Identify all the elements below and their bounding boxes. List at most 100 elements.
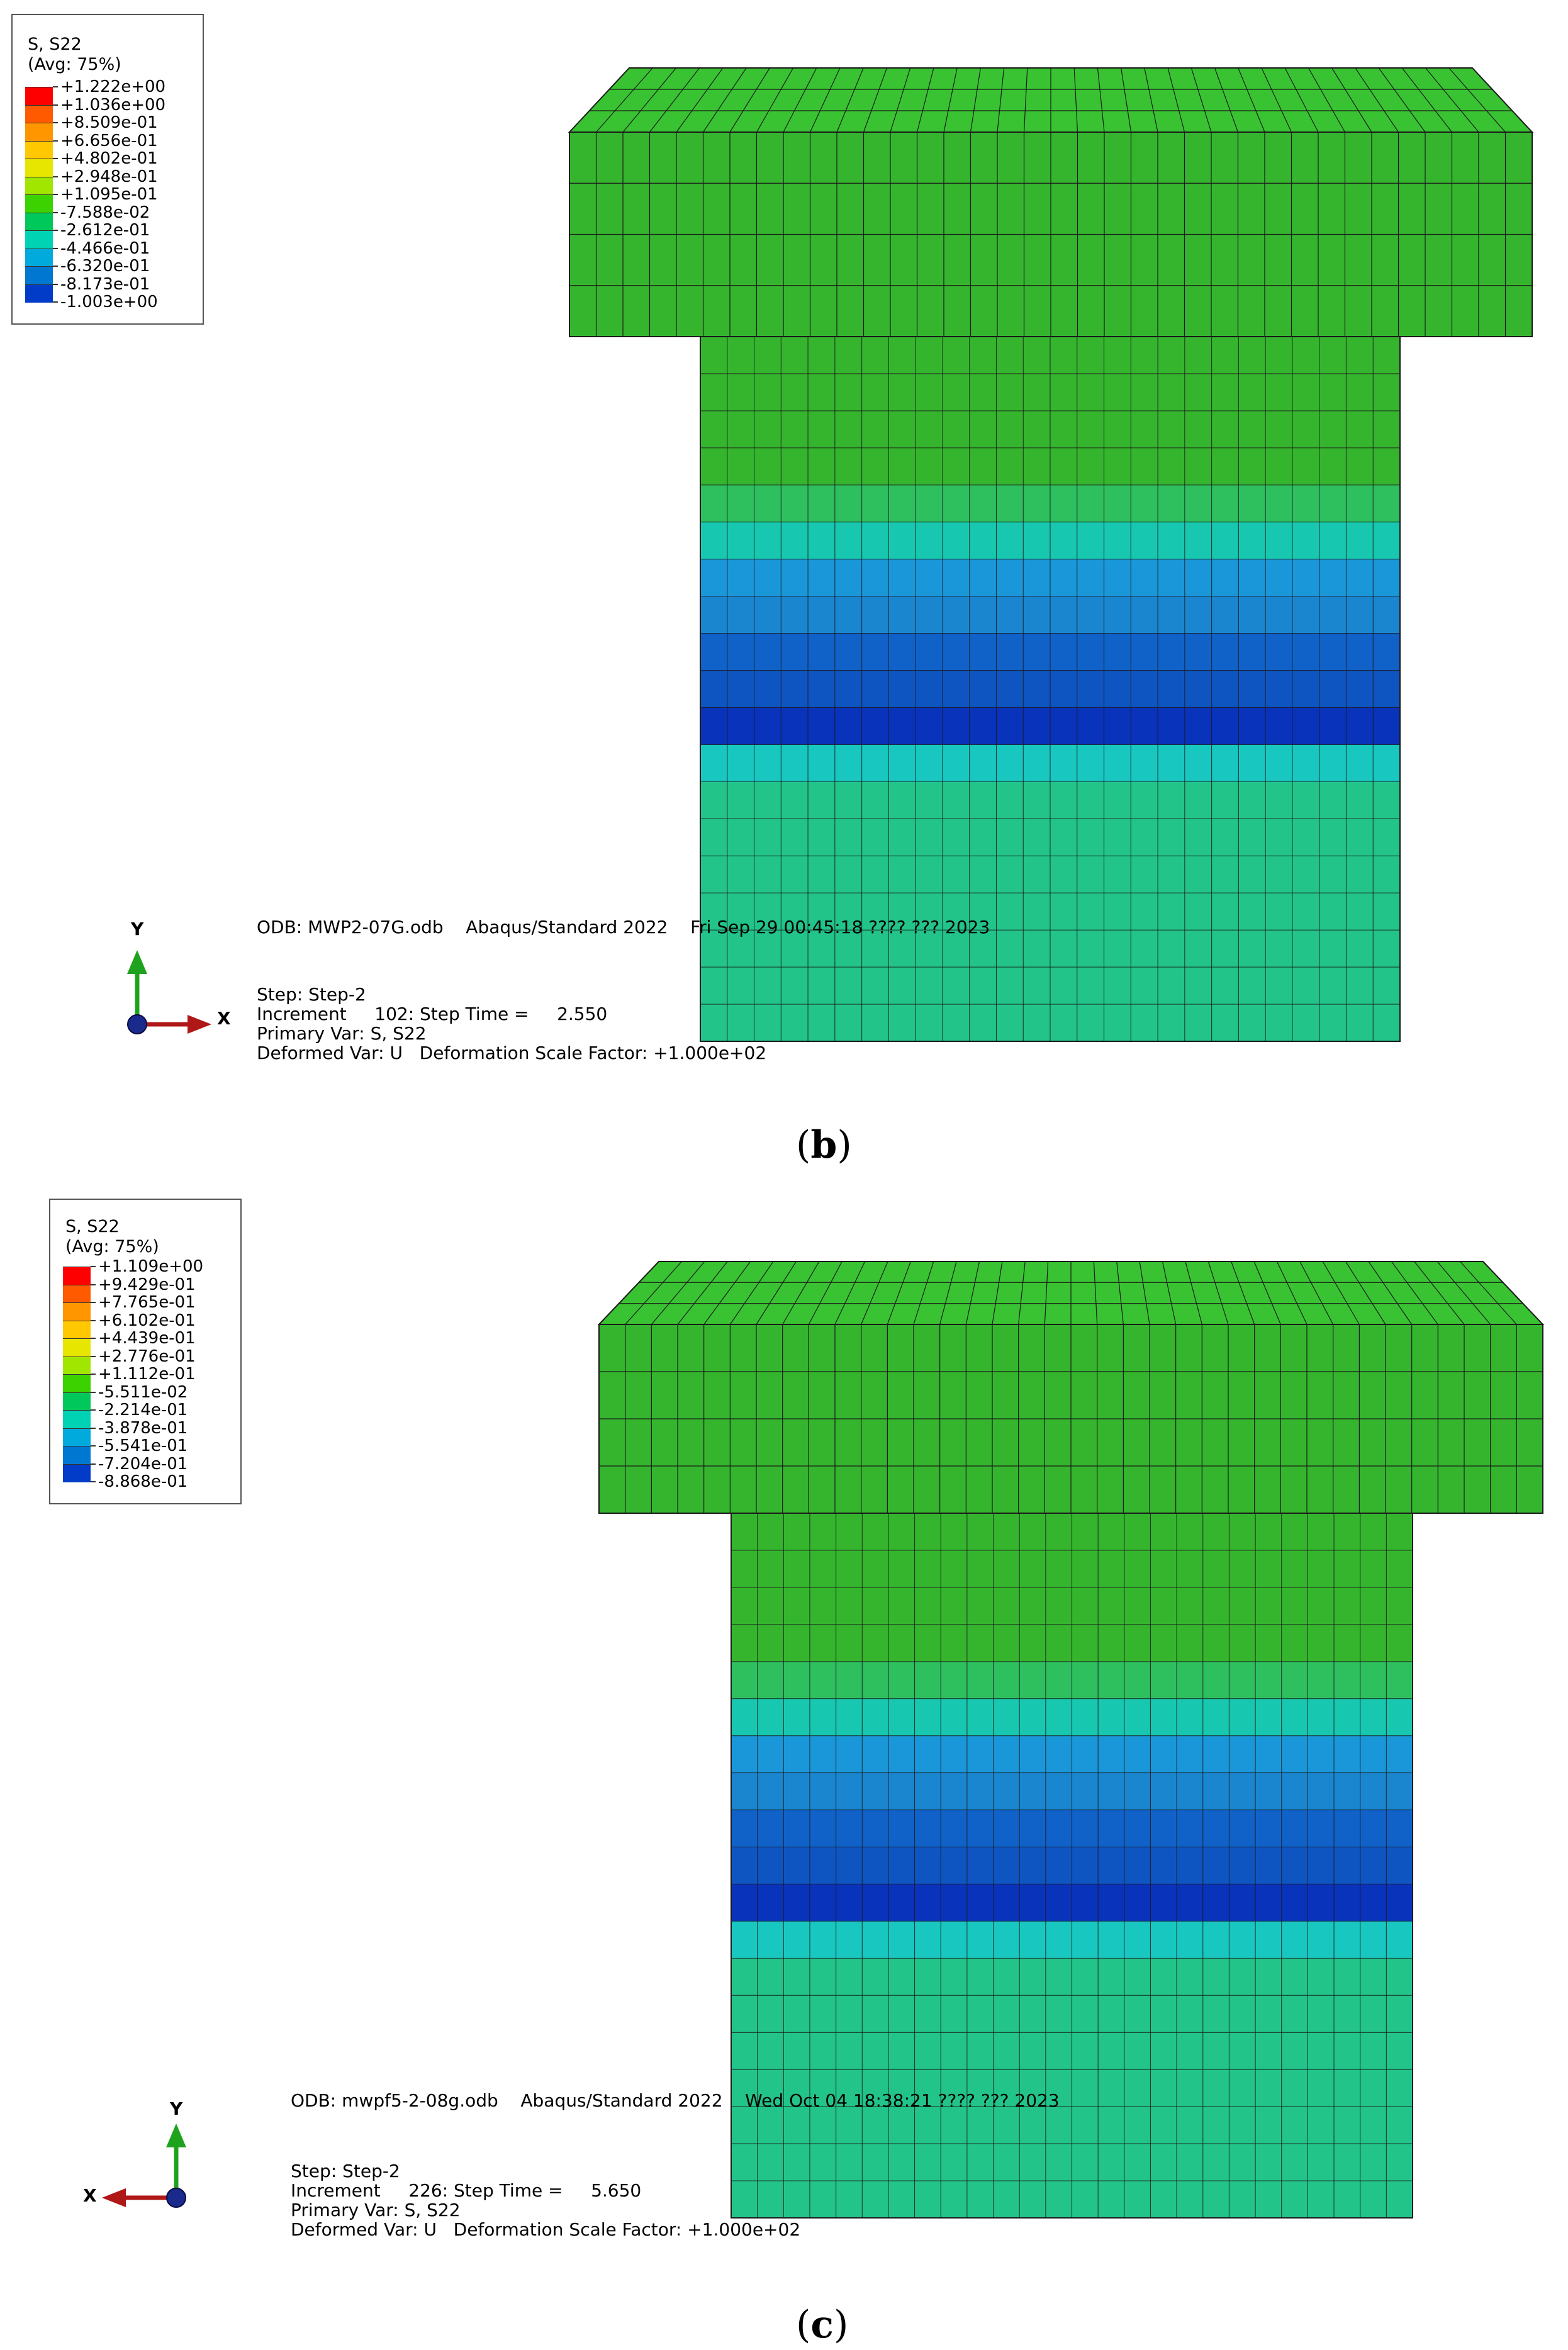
legend-swatch xyxy=(25,104,53,123)
mesh-line xyxy=(1121,67,1132,133)
legend-tick xyxy=(53,104,58,106)
legend-value-label: +1.222e+00 xyxy=(60,77,166,96)
mesh-line xyxy=(834,1261,866,1325)
legend-tick xyxy=(53,86,58,87)
mesh-line xyxy=(1414,1261,1465,1325)
mesh-line xyxy=(965,1261,980,1325)
legend-swatch xyxy=(63,1320,91,1339)
fe-model-c xyxy=(102,1261,1545,2219)
legend-swatch xyxy=(63,1267,91,1285)
legend-swatch xyxy=(63,1302,91,1321)
mesh-line xyxy=(783,67,817,133)
mesh-line xyxy=(596,67,653,133)
legend-swatch xyxy=(25,248,53,267)
mesh-line xyxy=(1299,1261,1334,1325)
legend-swatch xyxy=(25,194,53,213)
legend-tick xyxy=(91,1302,96,1303)
mesh-line xyxy=(887,1261,911,1325)
legend-swatch xyxy=(25,159,53,177)
legend-swatch xyxy=(25,176,53,195)
mesh-line xyxy=(1097,67,1105,133)
legend-title-b: S, S22 xyxy=(28,35,82,54)
legend-value-label: +1.112e-01 xyxy=(98,1365,196,1384)
mesh-line xyxy=(1231,1261,1255,1325)
mesh-line xyxy=(1436,1261,1491,1325)
mesh-line xyxy=(1460,1261,1517,1325)
mesh-line xyxy=(1276,1261,1308,1325)
mesh-line xyxy=(1185,1261,1202,1325)
mesh-line xyxy=(808,1261,843,1325)
caption-letter-b: b xyxy=(810,1123,837,1167)
legend-value-label: -7.204e-01 xyxy=(98,1454,188,1474)
mesh-line xyxy=(809,67,841,133)
mesh-line xyxy=(703,67,747,133)
mesh-line xyxy=(913,1261,934,1325)
legend-tick xyxy=(53,283,58,285)
legend-tick xyxy=(91,1463,96,1465)
mesh-line xyxy=(1378,67,1426,133)
mesh-line xyxy=(1284,67,1319,133)
legend-swatch xyxy=(63,1338,91,1357)
legend-swatch xyxy=(63,1428,91,1446)
legend-value-label: +4.802e-01 xyxy=(60,149,158,168)
mesh-line xyxy=(890,67,911,133)
mesh-line xyxy=(1322,1261,1360,1325)
info-odb-b: ODB: MWP2-07G.odb Abaqus/Standard 2022 F… xyxy=(257,917,990,937)
legend-value-label: -8.868e-01 xyxy=(98,1472,188,1491)
caption-b: (b) xyxy=(796,1123,852,1167)
legend-tick xyxy=(91,1391,96,1393)
legend-swatch xyxy=(25,230,53,249)
legend-tick xyxy=(53,158,58,159)
legend-swatch xyxy=(25,284,53,303)
axis-x-label-b: X xyxy=(217,1008,231,1029)
legend-tick xyxy=(53,211,58,213)
mesh-line xyxy=(916,67,934,133)
legend-value-label: +2.948e-01 xyxy=(60,167,158,186)
legend-value-label: +1.095e-01 xyxy=(60,185,158,204)
axis-x-label-c: X xyxy=(83,2185,97,2206)
mesh-line xyxy=(756,67,794,133)
legend-value-label: +8.509e-01 xyxy=(60,113,158,132)
mesh-line xyxy=(703,1261,751,1325)
mesh-line xyxy=(1253,1261,1281,1325)
mesh-line xyxy=(1116,1261,1124,1325)
mesh-line xyxy=(943,67,958,133)
legend-b: S, S22 (Avg: 75%) +1.222e+00 +1.036e+00 +8… xyxy=(11,14,204,325)
legend-tick xyxy=(91,1409,96,1411)
axis-origin-dot xyxy=(127,1014,147,1034)
mesh-line xyxy=(939,1261,957,1325)
mesh-line xyxy=(1018,1261,1026,1325)
mesh-line xyxy=(997,67,1005,133)
mesh-line xyxy=(625,1261,682,1325)
legend-swatch xyxy=(25,140,53,159)
legend-value-label: -4.466e-01 xyxy=(60,238,150,258)
legend-tick xyxy=(53,247,58,249)
mesh-line xyxy=(1261,67,1292,133)
mesh-line xyxy=(1023,67,1028,133)
mesh-line xyxy=(1144,67,1158,133)
body-outline xyxy=(731,1513,1413,2219)
legend-swatch xyxy=(63,1356,91,1375)
mesh-line xyxy=(676,67,724,133)
mesh-line xyxy=(836,67,864,133)
legend-tick xyxy=(53,140,58,142)
mesh-line xyxy=(1401,67,1452,133)
legend-title-c: S, S22 xyxy=(65,1217,120,1236)
mesh-line xyxy=(1331,67,1372,133)
legend-swatch xyxy=(25,266,53,285)
legend-value-label: +4.439e-01 xyxy=(98,1329,196,1348)
mesh-line xyxy=(729,1261,774,1325)
axis-y-label-b: Y xyxy=(131,919,144,939)
legend-tick xyxy=(91,1319,96,1321)
legend-subtitle-c: (Avg: 75%) xyxy=(65,1237,159,1256)
legend-value-label: -1.003e+00 xyxy=(60,293,158,311)
legend-value-label: +7.765e-01 xyxy=(98,1293,196,1312)
legend-value-label: -7.588e-02 xyxy=(60,203,150,222)
mesh-line xyxy=(1073,67,1078,133)
info-step-b: Step: Step-2 xyxy=(257,984,366,1005)
mesh-line xyxy=(1162,1261,1177,1325)
mesh-line xyxy=(1044,1261,1049,1325)
legend-swatch xyxy=(63,1284,91,1303)
mesh-line xyxy=(1167,67,1185,133)
mesh-line xyxy=(1139,1261,1150,1325)
